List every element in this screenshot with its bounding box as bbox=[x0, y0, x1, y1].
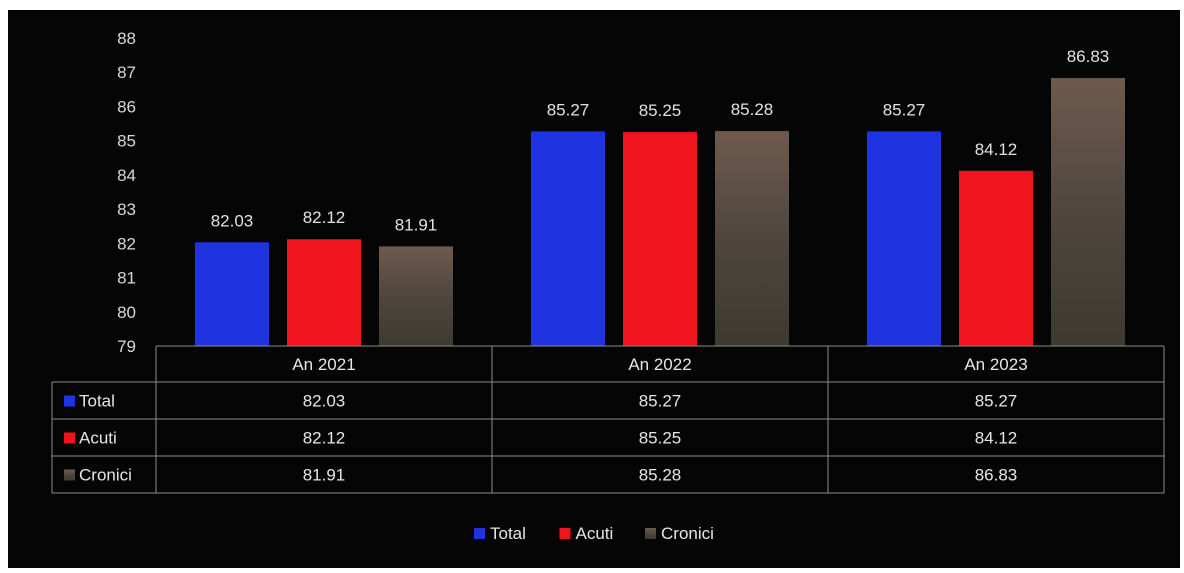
bar bbox=[715, 131, 789, 346]
y-tick-label: 86 bbox=[117, 97, 136, 116]
bar bbox=[531, 131, 605, 346]
data-label: 81.91 bbox=[395, 215, 438, 234]
category-label: An 2023 bbox=[964, 355, 1027, 374]
legend-swatch-icon bbox=[559, 528, 571, 539]
y-tick-label: 87 bbox=[117, 63, 136, 82]
y-axis: 79 80 81 82 83 84 85 86 87 88 bbox=[117, 29, 136, 356]
bar bbox=[1051, 78, 1125, 346]
legend-label: Acuti bbox=[576, 524, 614, 543]
bars bbox=[195, 78, 1125, 346]
y-tick-label: 81 bbox=[117, 269, 136, 288]
data-label: 84.12 bbox=[975, 140, 1018, 159]
bar bbox=[379, 246, 453, 346]
series-label: Acuti bbox=[79, 429, 117, 448]
legend-swatch-icon bbox=[645, 528, 656, 539]
series-label: Total bbox=[79, 392, 115, 411]
bar bbox=[623, 132, 697, 346]
y-tick-label: 79 bbox=[117, 337, 136, 356]
legend-key-icon bbox=[64, 432, 75, 444]
y-tick-label: 85 bbox=[117, 132, 136, 151]
data-label: 85.28 bbox=[731, 100, 774, 119]
data-table: An 2021 An 2022 An 2023 Total 82.03 85.27 85.2… bbox=[51, 345, 1165, 494]
bar-chart: 79 80 81 82 83 84 85 86 87 88 82.03 82.12 81.91 85.2… bbox=[51, 29, 1165, 543]
y-tick-label: 82 bbox=[117, 234, 136, 253]
table-cell: 85.25 bbox=[639, 429, 682, 448]
y-tick-label: 80 bbox=[117, 303, 136, 322]
table-cell: 82.12 bbox=[303, 429, 346, 448]
chart-frame: 79 80 81 82 83 84 85 86 87 88 82.03 82.12 81.91 85.2… bbox=[8, 10, 1180, 568]
category-label: An 2022 bbox=[628, 355, 691, 374]
category-label: An 2021 bbox=[292, 355, 355, 374]
table-cell: 81.91 bbox=[303, 466, 346, 485]
legend-key-icon bbox=[64, 395, 75, 407]
data-label: 85.27 bbox=[547, 100, 590, 119]
table-cell: 85.28 bbox=[639, 466, 682, 485]
bar bbox=[195, 242, 269, 346]
data-label: 82.12 bbox=[303, 208, 346, 227]
table-cell: 86.83 bbox=[975, 466, 1018, 485]
legend-swatch-icon bbox=[474, 528, 485, 539]
data-label: 82.03 bbox=[211, 211, 254, 230]
legend-label: Total bbox=[490, 524, 526, 543]
data-label: 85.27 bbox=[883, 100, 926, 119]
y-tick-label: 88 bbox=[117, 29, 136, 48]
table-cell: 85.27 bbox=[975, 392, 1018, 411]
table-cell: 84.12 bbox=[975, 429, 1018, 448]
legend-key-icon bbox=[64, 469, 75, 481]
series-label: Cronici bbox=[79, 466, 132, 485]
table-cell: 82.03 bbox=[303, 392, 346, 411]
y-tick-label: 83 bbox=[117, 200, 136, 219]
data-labels: 82.03 82.12 81.91 85.27 85.25 85.28 85.27 84.12… bbox=[211, 47, 1110, 234]
y-tick-label: 84 bbox=[117, 166, 136, 185]
bar bbox=[959, 170, 1033, 346]
data-label: 85.25 bbox=[639, 101, 682, 120]
bar bbox=[867, 131, 941, 346]
bar bbox=[287, 239, 361, 346]
legend: Total Acuti Cronici bbox=[474, 524, 714, 543]
table-cell: 85.27 bbox=[639, 392, 682, 411]
data-label: 86.83 bbox=[1067, 47, 1110, 66]
legend-label: Cronici bbox=[661, 524, 714, 543]
